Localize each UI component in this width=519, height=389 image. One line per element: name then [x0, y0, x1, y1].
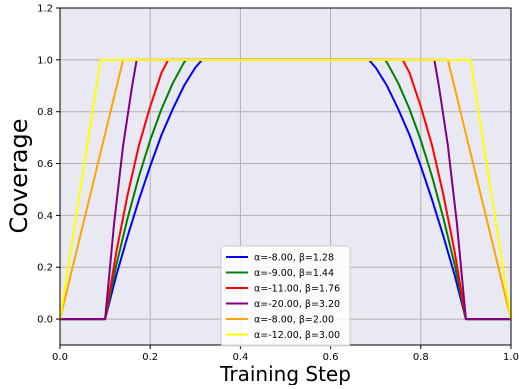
- legend-entry: α=-12.00, β=3.00: [254, 330, 340, 341]
- legend-entry: α=-8.00, β=1.28: [254, 253, 334, 264]
- legend-box: [220, 245, 351, 347]
- x-tick-label: 0.2: [142, 352, 158, 363]
- x-tick-label: 1.0: [503, 352, 519, 363]
- legend-entry: α=-9.00, β=1.44: [254, 268, 334, 279]
- y-tick-label: 0.4: [37, 211, 53, 222]
- legend-entry: α=-20.00, β=3.20: [254, 299, 340, 310]
- legend: α=-8.00, β=1.28 α=-9.00, β=1.44 α=-11.00, …: [220, 245, 351, 347]
- y-tick-label: 1.2: [37, 4, 53, 15]
- y-tick-label: 1.0: [37, 55, 53, 66]
- x-tick-label: 0.4: [232, 352, 248, 363]
- y-tick-label: 0.0: [37, 315, 53, 326]
- y-tick-label: 0.2: [37, 263, 53, 274]
- legend-entry: α=-11.00, β=1.76: [254, 284, 340, 295]
- series-line-6: [59, 58, 512, 320]
- x-tick-label: 0.8: [413, 352, 429, 363]
- x-tick-label: 0.6: [323, 352, 339, 363]
- legend-entry: α=-8.00, β=2.00: [254, 315, 334, 326]
- y-axis-label: Coverage: [5, 119, 33, 234]
- x-axis-label: Training Step: [219, 362, 351, 385]
- y-tick-label: 0.8: [37, 107, 53, 118]
- ticks: 0.0 0.2 0.4 0.6 0.8 1.0 0.0 0.2 0.4 0.6 0.8 1.0 1.2: [37, 4, 519, 364]
- y-tick-label: 0.6: [37, 159, 53, 170]
- series-lines: [59, 58, 512, 321]
- x-tick-label: 0.0: [52, 352, 68, 363]
